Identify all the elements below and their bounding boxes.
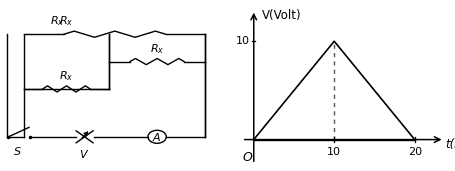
Text: t(s): t(s): [444, 138, 455, 151]
Text: 20: 20: [407, 147, 421, 157]
Text: 10: 10: [327, 147, 340, 157]
Text: $R_x$: $R_x$: [50, 14, 64, 28]
Text: $V$: $V$: [79, 148, 90, 160]
Text: $R_x$: $R_x$: [59, 14, 74, 28]
Text: $R_x$: $R_x$: [59, 69, 74, 83]
Text: V(Volt): V(Volt): [261, 9, 301, 22]
Text: $R_x$: $R_x$: [150, 42, 164, 56]
Text: 10: 10: [235, 36, 249, 46]
Text: O: O: [242, 151, 252, 164]
Text: $S$: $S$: [13, 145, 21, 157]
Text: $A$: $A$: [152, 131, 162, 143]
